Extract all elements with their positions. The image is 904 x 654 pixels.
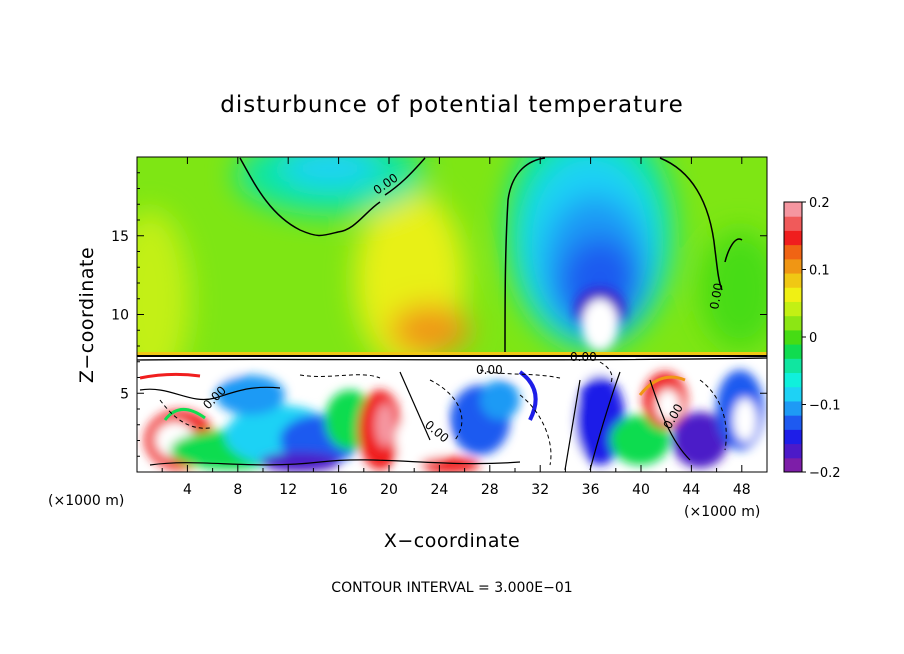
contour-label: 0.00 [707,282,725,311]
colorbar-swatch [784,273,802,288]
colorbar-swatch [784,329,802,345]
contour-label: 0.00 [476,363,503,377]
colorbar-swatch [784,301,802,317]
colorbar-tick-label: 0.2 [809,196,830,211]
colorbar-swatch [784,344,802,359]
colorbar-swatch [784,429,802,445]
y-tick-label: 15 [111,229,129,245]
x-tick-label: 48 [733,482,751,498]
colorbar-tick-label: −0.2 [809,466,841,481]
colorbar-tick-label: −0.1 [809,399,841,414]
colorbar-swatch [784,258,802,274]
x-tick-label: 12 [279,482,297,498]
x-tick-label: 8 [233,482,242,498]
x-tick-label: 4 [183,482,192,498]
x-tick-label: 24 [430,482,448,498]
colorbar-ticks: 0.2 0.1 0 −0.1 −0.2 [802,196,841,481]
x-axis-unit-right: (×1000 m) [684,504,760,520]
y-axis-label: Z−coordinate [76,247,98,383]
y-axis-ticks: 5 10 15 [111,172,767,457]
contour-lines [137,157,767,471]
lower-layer-field [137,357,767,472]
x-axis-ticks: 4 8 12 16 20 24 28 32 36 40 44 48 [161,157,751,498]
colorbar-swatch [784,400,802,416]
chart-title: disturbunce of potential temperature [220,92,684,118]
colorbar-swatch [784,358,802,374]
contour-interval-note: CONTOUR INTERVAL = 3.000E−01 [331,580,572,596]
heatmap-field [137,157,767,472]
colorbar-swatch [784,244,802,260]
x-axis-label: X−coordinate [384,530,520,552]
contour-label: 0.00 [570,350,597,364]
colorbar-swatch [784,386,802,402]
y-tick-label: 10 [111,308,129,324]
colorbar-swatch [784,372,802,388]
x-tick-label: 20 [380,482,398,498]
y-tick-label: 5 [120,386,129,402]
colorbar-swatch [784,415,802,430]
x-tick-label: 28 [481,482,499,498]
x-axis-unit-left: (×1000 m) [48,493,124,509]
colorbar [783,201,803,473]
upper-layer-field [137,157,767,357]
x-tick-label: 36 [582,482,600,498]
colorbar-swatch [784,287,802,302]
colorbar-swatch [784,443,802,459]
x-tick-label: 32 [531,482,549,498]
colorbar-swatch [784,457,802,473]
x-tick-label: 40 [632,482,650,498]
colorbar-swatch [784,315,802,331]
colorbar-swatch [784,202,802,217]
colorbar-tick-label: 0 [809,331,817,346]
colorbar-swatch [784,216,802,231]
colorbar-swatch [784,230,802,246]
x-tick-label: 44 [682,482,700,498]
colorbar-tick-label: 0.1 [809,264,830,279]
x-tick-label: 16 [330,482,348,498]
